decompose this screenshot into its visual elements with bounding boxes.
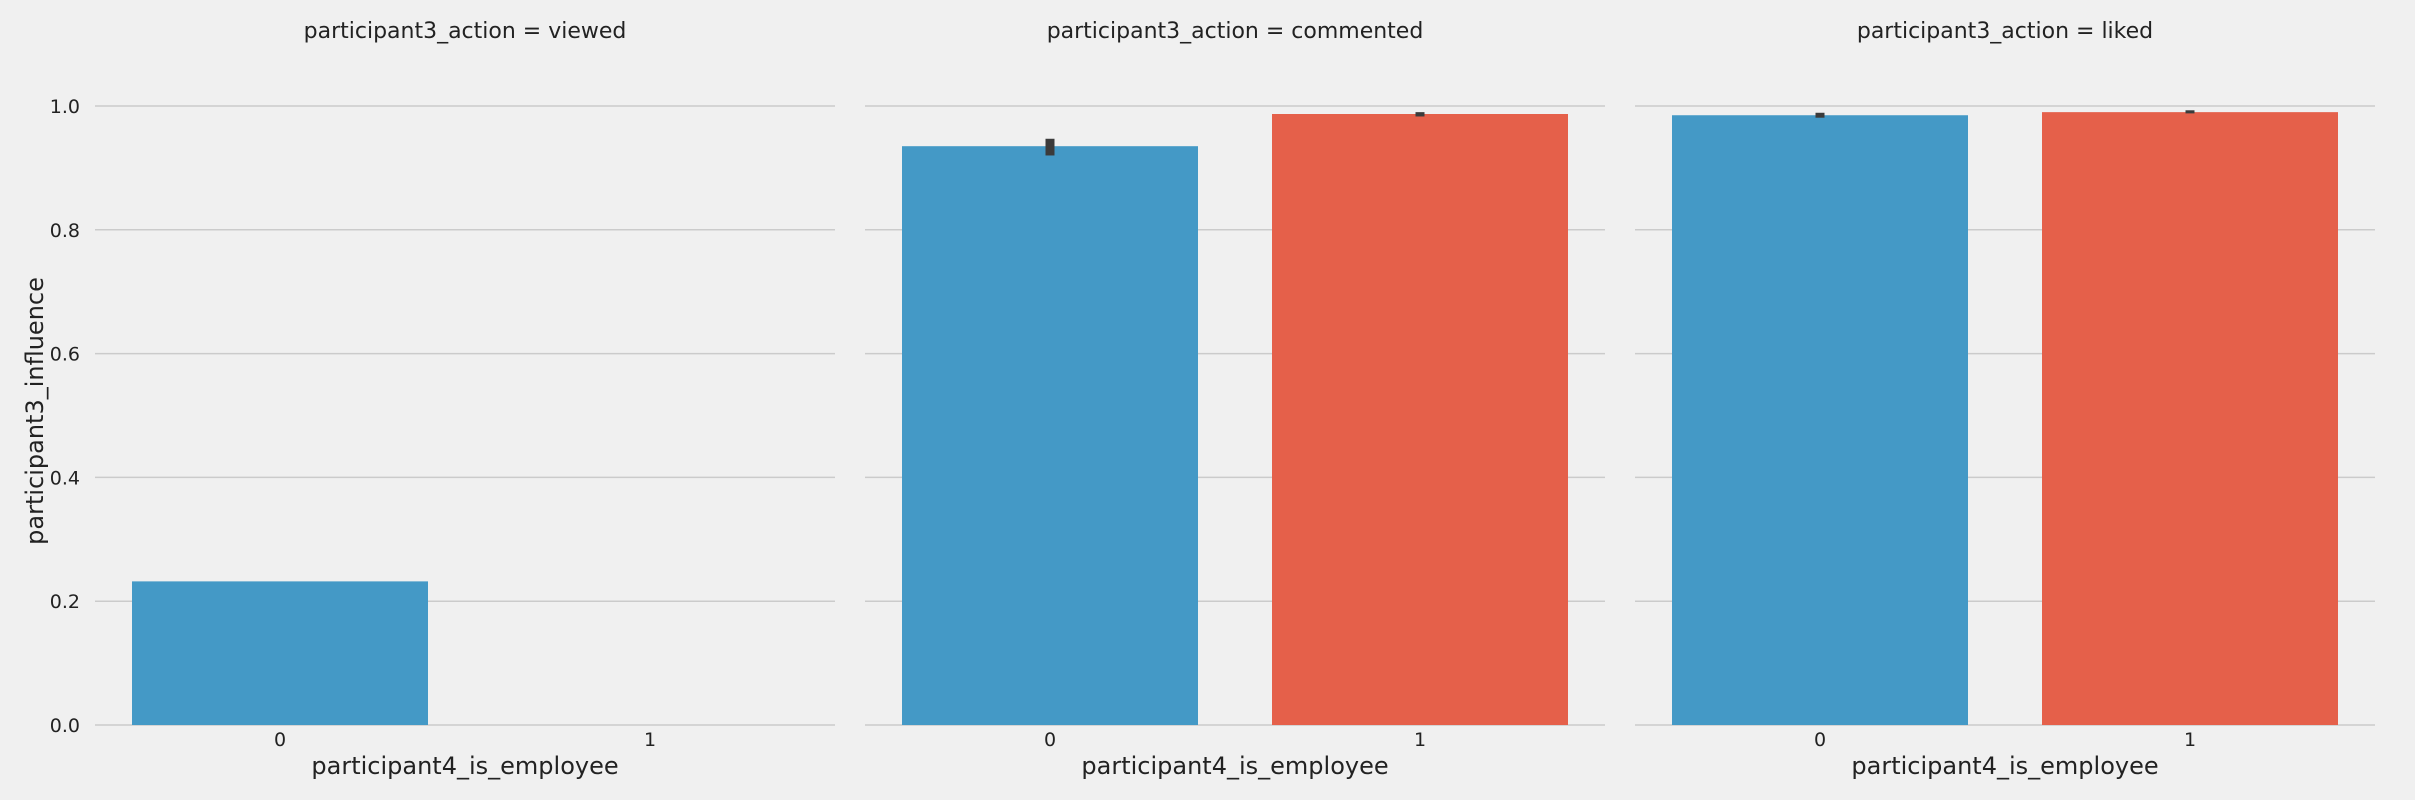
facet-panel-1: participant3_action = commented 0 1 partici… [865, 19, 1605, 780]
bar-0 [902, 146, 1198, 725]
bar-1 [2042, 112, 2338, 725]
x-tick-label: 1 [2184, 729, 2196, 751]
y-tick-label: 0.0 [50, 715, 80, 737]
y-tick-label: 0.2 [50, 591, 80, 613]
y-tick-label: 1.0 [50, 96, 80, 118]
panel-title: participant3_action = viewed [304, 19, 627, 44]
x-tick-label: 0 [274, 729, 286, 751]
facet-panel-0: 0.0 0.2 0.4 0.6 0.8 1.0 participant3_action = … [50, 19, 835, 780]
y-tick-label: 0.4 [50, 467, 80, 489]
x-tick-label: 1 [1414, 729, 1426, 751]
x-axis-label: participant4_is_employee [1081, 752, 1388, 780]
y-tick-label: 0.8 [50, 220, 80, 242]
bar-0 [132, 581, 428, 725]
x-tick-label: 0 [1814, 729, 1826, 751]
panels-layer: 0.0 0.2 0.4 0.6 0.8 1.0 participant3_action = … [50, 19, 2375, 780]
bar-0 [1672, 115, 1968, 725]
panel-title: participant3_action = liked [1857, 19, 2153, 44]
x-tick-label: 0 [1044, 729, 1056, 751]
panel-title: participant3_action = commented [1047, 19, 1424, 44]
x-axis-label: participant4_is_employee [1851, 752, 2158, 780]
x-axis-label: participant4_is_employee [311, 752, 618, 780]
y-tick-label: 0.6 [50, 344, 80, 366]
x-tick-label: 1 [644, 729, 656, 751]
bar-1 [1272, 114, 1568, 725]
facet-panel-2: participant3_action = liked 0 1 participant… [1635, 19, 2375, 780]
y-axis-label: participant3_influence [21, 277, 49, 545]
